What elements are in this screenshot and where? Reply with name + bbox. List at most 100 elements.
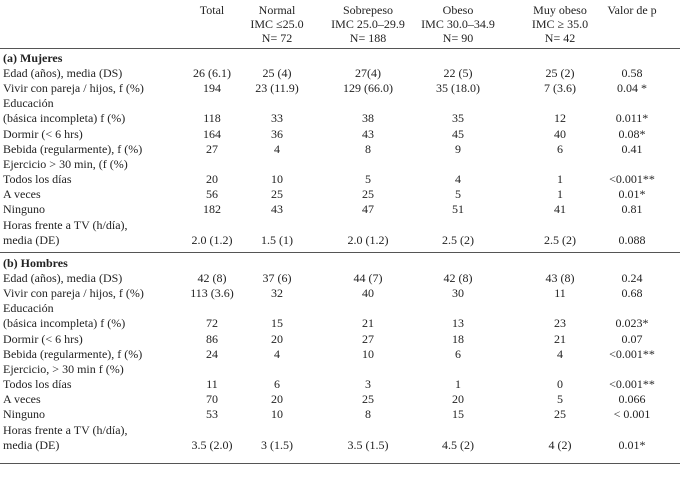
cell: 164 [203,126,221,141]
row-label: Vivir con pareja / hijos, f (%) [3,81,144,96]
row-label: (básica incompleta) f (%) [3,316,126,331]
row-label: Ejercicio, > 30 min f (%) [3,361,124,376]
section-title: (b) Hombres [3,256,68,270]
cell: 0.68 [621,286,643,301]
cell: 2.5 (2) [544,232,576,247]
cell: <0.001** [609,377,655,392]
cell: 194 [203,81,221,96]
column-header: N= 188 [349,31,387,45]
cell: 42 (8) [443,271,473,285]
cell: 6 [455,346,461,361]
row-label: Edad (años), media (DS) [3,66,123,80]
cell: 4 (2) [548,437,572,452]
cell: 44 (7) [353,271,383,285]
cell: 5 [365,172,371,187]
cell: 35 [452,111,464,126]
row-label: Educación [3,96,54,111]
cell: 0.066 [618,392,646,407]
cell: <0.001** [609,172,655,187]
cell: 0.24 [621,271,643,285]
column-header: Total [199,3,225,17]
cell: 47 [362,202,374,217]
cell: 0.01* [618,187,646,202]
cell: 5 [557,392,563,407]
cell: 42 (8) [197,271,227,285]
column-header: N= 90 [442,31,474,45]
cell: 43 (8) [545,271,575,285]
cell: 23 [554,316,566,331]
cell: 21 [362,316,374,331]
cell: 12 [554,111,566,126]
cell: 35 (18.0) [436,81,480,96]
cell: 23 (11.9) [255,81,299,96]
row-label: (básica incompleta) f (%) [3,111,126,126]
cell: 4 [557,346,563,361]
cell: 13 [452,316,464,331]
cell: 15 [452,407,464,422]
cell: 5 [455,187,461,202]
cell: 0.41 [621,141,643,156]
cell: 129 (66.0) [343,81,393,96]
column-header: IMC 30.0–34.9 [421,17,495,31]
row-label: A veces [3,392,41,407]
cell: 25 [271,187,283,202]
row-label: Dormir (< 6 hrs) [3,331,83,346]
cell: 0.088 [618,232,646,247]
cell: < 0.001 [613,407,651,422]
column-header: IMC ≤25.0 [250,17,304,31]
cell: 1 [557,172,563,187]
cell: 10 [271,172,283,187]
cell: 22 (5) [443,66,473,80]
row-label: A veces [3,187,41,202]
cell: 25 [554,407,566,422]
row-label: Dormir (< 6 hrs) [3,126,83,141]
cell: 27(4) [355,66,381,80]
cell: 53 [206,407,218,422]
cell: 2.0 (1.2) [191,232,233,247]
cell: 36 [271,126,283,141]
column-header: IMC 25.0–29.9 [331,17,405,31]
cell: 25 [362,392,374,407]
column-header: Normal [258,3,296,17]
cell: 56 [206,187,218,202]
cell: 0 [557,377,563,392]
column-header: Sobrepeso [343,3,393,17]
row-label: Ninguno [3,202,45,217]
cell: 0.023* [615,316,649,331]
cell: 20 [206,172,218,187]
row-label: Horas frente a TV (h/día), [3,217,128,232]
cell: 15 [271,316,283,331]
cell: 25 [362,187,374,202]
cell: 0.07 [621,331,643,346]
cell: 25 (2) [545,66,575,80]
row-label: Bebida (regularmente), f (%) [3,346,143,361]
rule [0,463,680,464]
cell: 4 [455,172,461,187]
cell: 4 [274,346,280,361]
cell: 25 (4) [262,66,292,80]
cell: 11 [554,286,566,301]
cell: 20 [452,392,464,407]
cell: 18 [452,331,464,346]
cell: 70 [206,392,218,407]
row-label: media (DE) [3,232,60,247]
cell: 3.5 (2.0) [191,437,233,452]
cell: 45 [452,126,464,141]
cell: 8 [365,407,371,422]
cell: 38 [362,111,374,126]
cell: 0.81 [621,202,643,217]
cell: 33 [271,111,283,126]
cell: 26 (6.1) [193,66,231,80]
cell: 10 [362,346,374,361]
column-header: Muy obeso [533,3,587,17]
cell: 40 [554,126,566,141]
cell: 43 [362,126,374,141]
cell: 0.011* [615,111,649,126]
cell: 4.5 (2) [442,437,474,452]
row-label: Todos los días [3,377,72,392]
row-label: Ninguno [3,407,45,422]
cell: 86 [206,331,218,346]
cell: 32 [271,286,283,301]
cell: 0.08* [618,126,646,141]
